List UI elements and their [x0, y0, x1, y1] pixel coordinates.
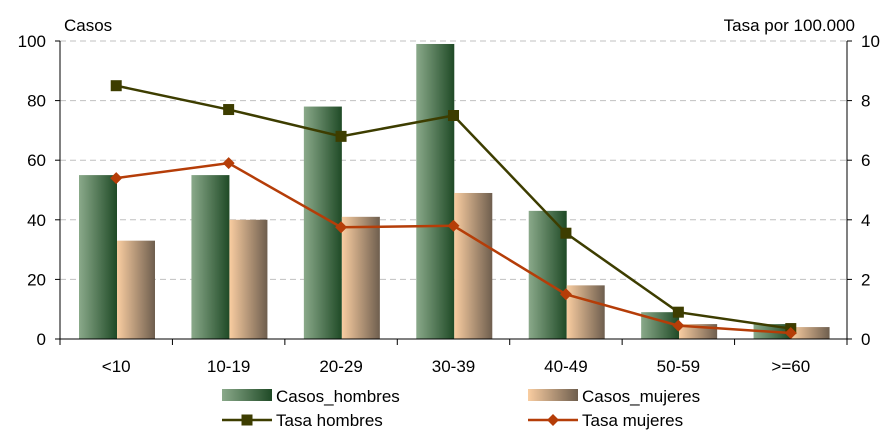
marker-tasa-mujeres-30-39 — [447, 219, 460, 232]
bar-casos-hombres-30-39 — [416, 43, 455, 339]
x-tick-label-20-29: 20-29 — [319, 357, 362, 376]
marker-tasa-mujeres-60 — [784, 327, 797, 340]
y-left-tick-label: 40 — [27, 211, 46, 230]
x-tick-labels: <10 10-19 20-29 30-39 40-49 50-59 >=60 — [102, 357, 810, 376]
legend-label-casos-mujeres: Casos_mujeres — [582, 387, 700, 406]
y-left-tick-labels: 0 20 40 60 80 100 — [18, 32, 46, 349]
y-right-tick-label: 2 — [861, 270, 870, 289]
marker-tasa-hombres-20-29 — [335, 130, 347, 142]
y-right-tick-label: 4 — [861, 211, 870, 230]
bar-casos-mujeres-40-49 — [566, 285, 605, 339]
y-right-tick-label: 10 — [861, 32, 880, 51]
bar-casos-mujeres-60 — [791, 327, 830, 339]
marker-tasa-mujeres-50-59 — [672, 319, 685, 332]
x-tick-label-30-39: 30-39 — [432, 357, 475, 376]
legend-marker-tasa-hombres — [241, 414, 253, 426]
axes — [55, 40, 852, 345]
y-right-tick-label: 6 — [861, 151, 870, 170]
legend: Casos_hombres Casos_mujeres Tasa hombres… — [222, 387, 700, 430]
x-tick-label-10: <10 — [102, 357, 131, 376]
marker-tasa-mujeres-20-29 — [335, 221, 348, 234]
bar-casos-hombres-10-19 — [191, 175, 230, 339]
marker-tasa-hombres-30-39 — [448, 110, 459, 121]
y-left-tick-label: 20 — [27, 270, 46, 289]
legend-swatch-casos-mujeres — [528, 389, 578, 401]
rate-lines — [110, 80, 797, 340]
marker-tasa-hombres-50-59 — [672, 306, 684, 318]
y-left-axis-title: Casos — [64, 16, 112, 35]
y-right-tick-label: 8 — [861, 92, 870, 111]
marker-tasa-hombres-10-19 — [223, 104, 235, 116]
marker-tasa-mujeres-40-49 — [559, 288, 572, 301]
y-left-tick-label: 80 — [27, 92, 46, 111]
legend-label-tasa-hombres: Tasa hombres — [276, 411, 383, 430]
legend-marker-tasa-mujeres — [547, 414, 559, 426]
bar-casos-mujeres-30-39 — [454, 192, 493, 339]
y-right-tick-labels: 0 2 4 6 8 10 — [861, 32, 880, 349]
legend-label-tasa-mujeres: Tasa mujeres — [582, 411, 683, 430]
bar-casos-mujeres-10 — [117, 240, 155, 339]
y-left-tick-label: 60 — [27, 151, 46, 170]
y-right-axis-title: Tasa por 100.000 — [724, 16, 855, 35]
y-left-tick-label: 100 — [18, 32, 46, 51]
y-left-tick-label: 0 — [37, 330, 46, 349]
marker-tasa-mujeres-10-19 — [222, 157, 235, 170]
legend-label-casos-hombres: Casos_hombres — [276, 387, 400, 406]
bar-casos-mujeres-10-19 — [229, 219, 268, 339]
bar-casos-hombres-10 — [79, 175, 117, 339]
bar-casos-mujeres-20-29 — [341, 216, 380, 339]
marker-tasa-hombres-10 — [110, 80, 122, 92]
x-tick-label-60: >=60 — [771, 357, 810, 376]
legend-swatch-casos-hombres — [222, 389, 272, 401]
x-tick-label-10-19: 10-19 — [207, 357, 250, 376]
y-right-tick-label: 0 — [861, 330, 870, 349]
bars — [79, 43, 830, 339]
marker-tasa-mujeres-10 — [110, 172, 123, 185]
x-tick-label-40-49: 40-49 — [544, 357, 587, 376]
x-tick-label-50-59: 50-59 — [657, 357, 700, 376]
marker-tasa-hombres-40-49 — [560, 227, 572, 239]
